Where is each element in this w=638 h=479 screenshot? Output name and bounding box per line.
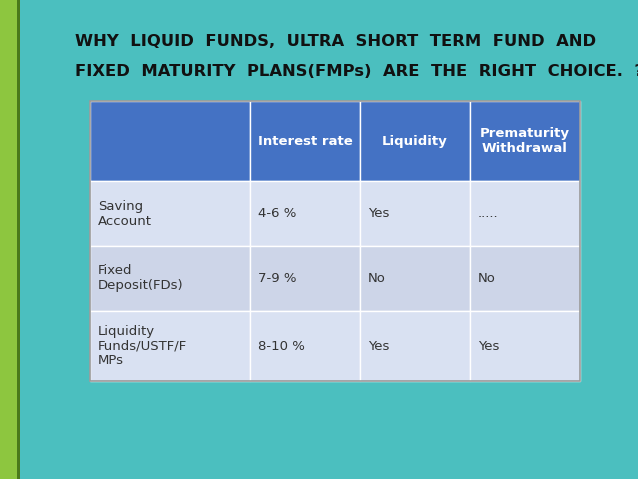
Bar	[470, 101, 580, 181]
Bar	[90, 246, 250, 311]
Bar	[250, 181, 360, 246]
Bar	[90, 181, 250, 246]
Text: Yes: Yes	[368, 340, 389, 353]
Bar	[17, 0, 20, 479]
Bar	[470, 311, 580, 381]
Text: Yes: Yes	[368, 207, 389, 220]
Bar	[470, 181, 580, 246]
Text: WHY  LIQUID  FUNDS,  ULTRA  SHORT  TERM  FUND  AND: WHY LIQUID FUNDS, ULTRA SHORT TERM FUND …	[75, 34, 596, 49]
Text: Prematurity
Withdrawal: Prematurity Withdrawal	[480, 127, 570, 155]
Text: No: No	[368, 272, 386, 285]
Bar	[360, 311, 470, 381]
Bar	[360, 101, 470, 181]
Text: Interest rate: Interest rate	[258, 135, 352, 148]
Text: .....: .....	[478, 207, 499, 220]
Bar	[250, 246, 360, 311]
Text: No: No	[478, 272, 496, 285]
Text: Yes: Yes	[478, 340, 500, 353]
Text: Saving
Account: Saving Account	[98, 199, 152, 228]
Bar	[0, 0, 18, 479]
Bar	[250, 101, 360, 181]
Bar	[90, 101, 580, 381]
Text: Fixed
Deposit(FDs): Fixed Deposit(FDs)	[98, 264, 184, 293]
Text: 8-10 %: 8-10 %	[258, 340, 305, 353]
Bar	[360, 181, 470, 246]
Text: 7-9 %: 7-9 %	[258, 272, 297, 285]
Bar	[470, 246, 580, 311]
Text: FIXED  MATURITY  PLANS(FMPs)  ARE  THE  RIGHT  CHOICE.  ?: FIXED MATURITY PLANS(FMPs) ARE THE RIGHT…	[75, 64, 638, 79]
Text: 4-6 %: 4-6 %	[258, 207, 297, 220]
Bar	[360, 246, 470, 311]
Bar	[90, 101, 250, 181]
Bar	[90, 311, 250, 381]
Text: Liquidity: Liquidity	[382, 135, 448, 148]
Bar	[250, 311, 360, 381]
Text: Liquidity
Funds/USTF/F
MPs: Liquidity Funds/USTF/F MPs	[98, 324, 187, 367]
